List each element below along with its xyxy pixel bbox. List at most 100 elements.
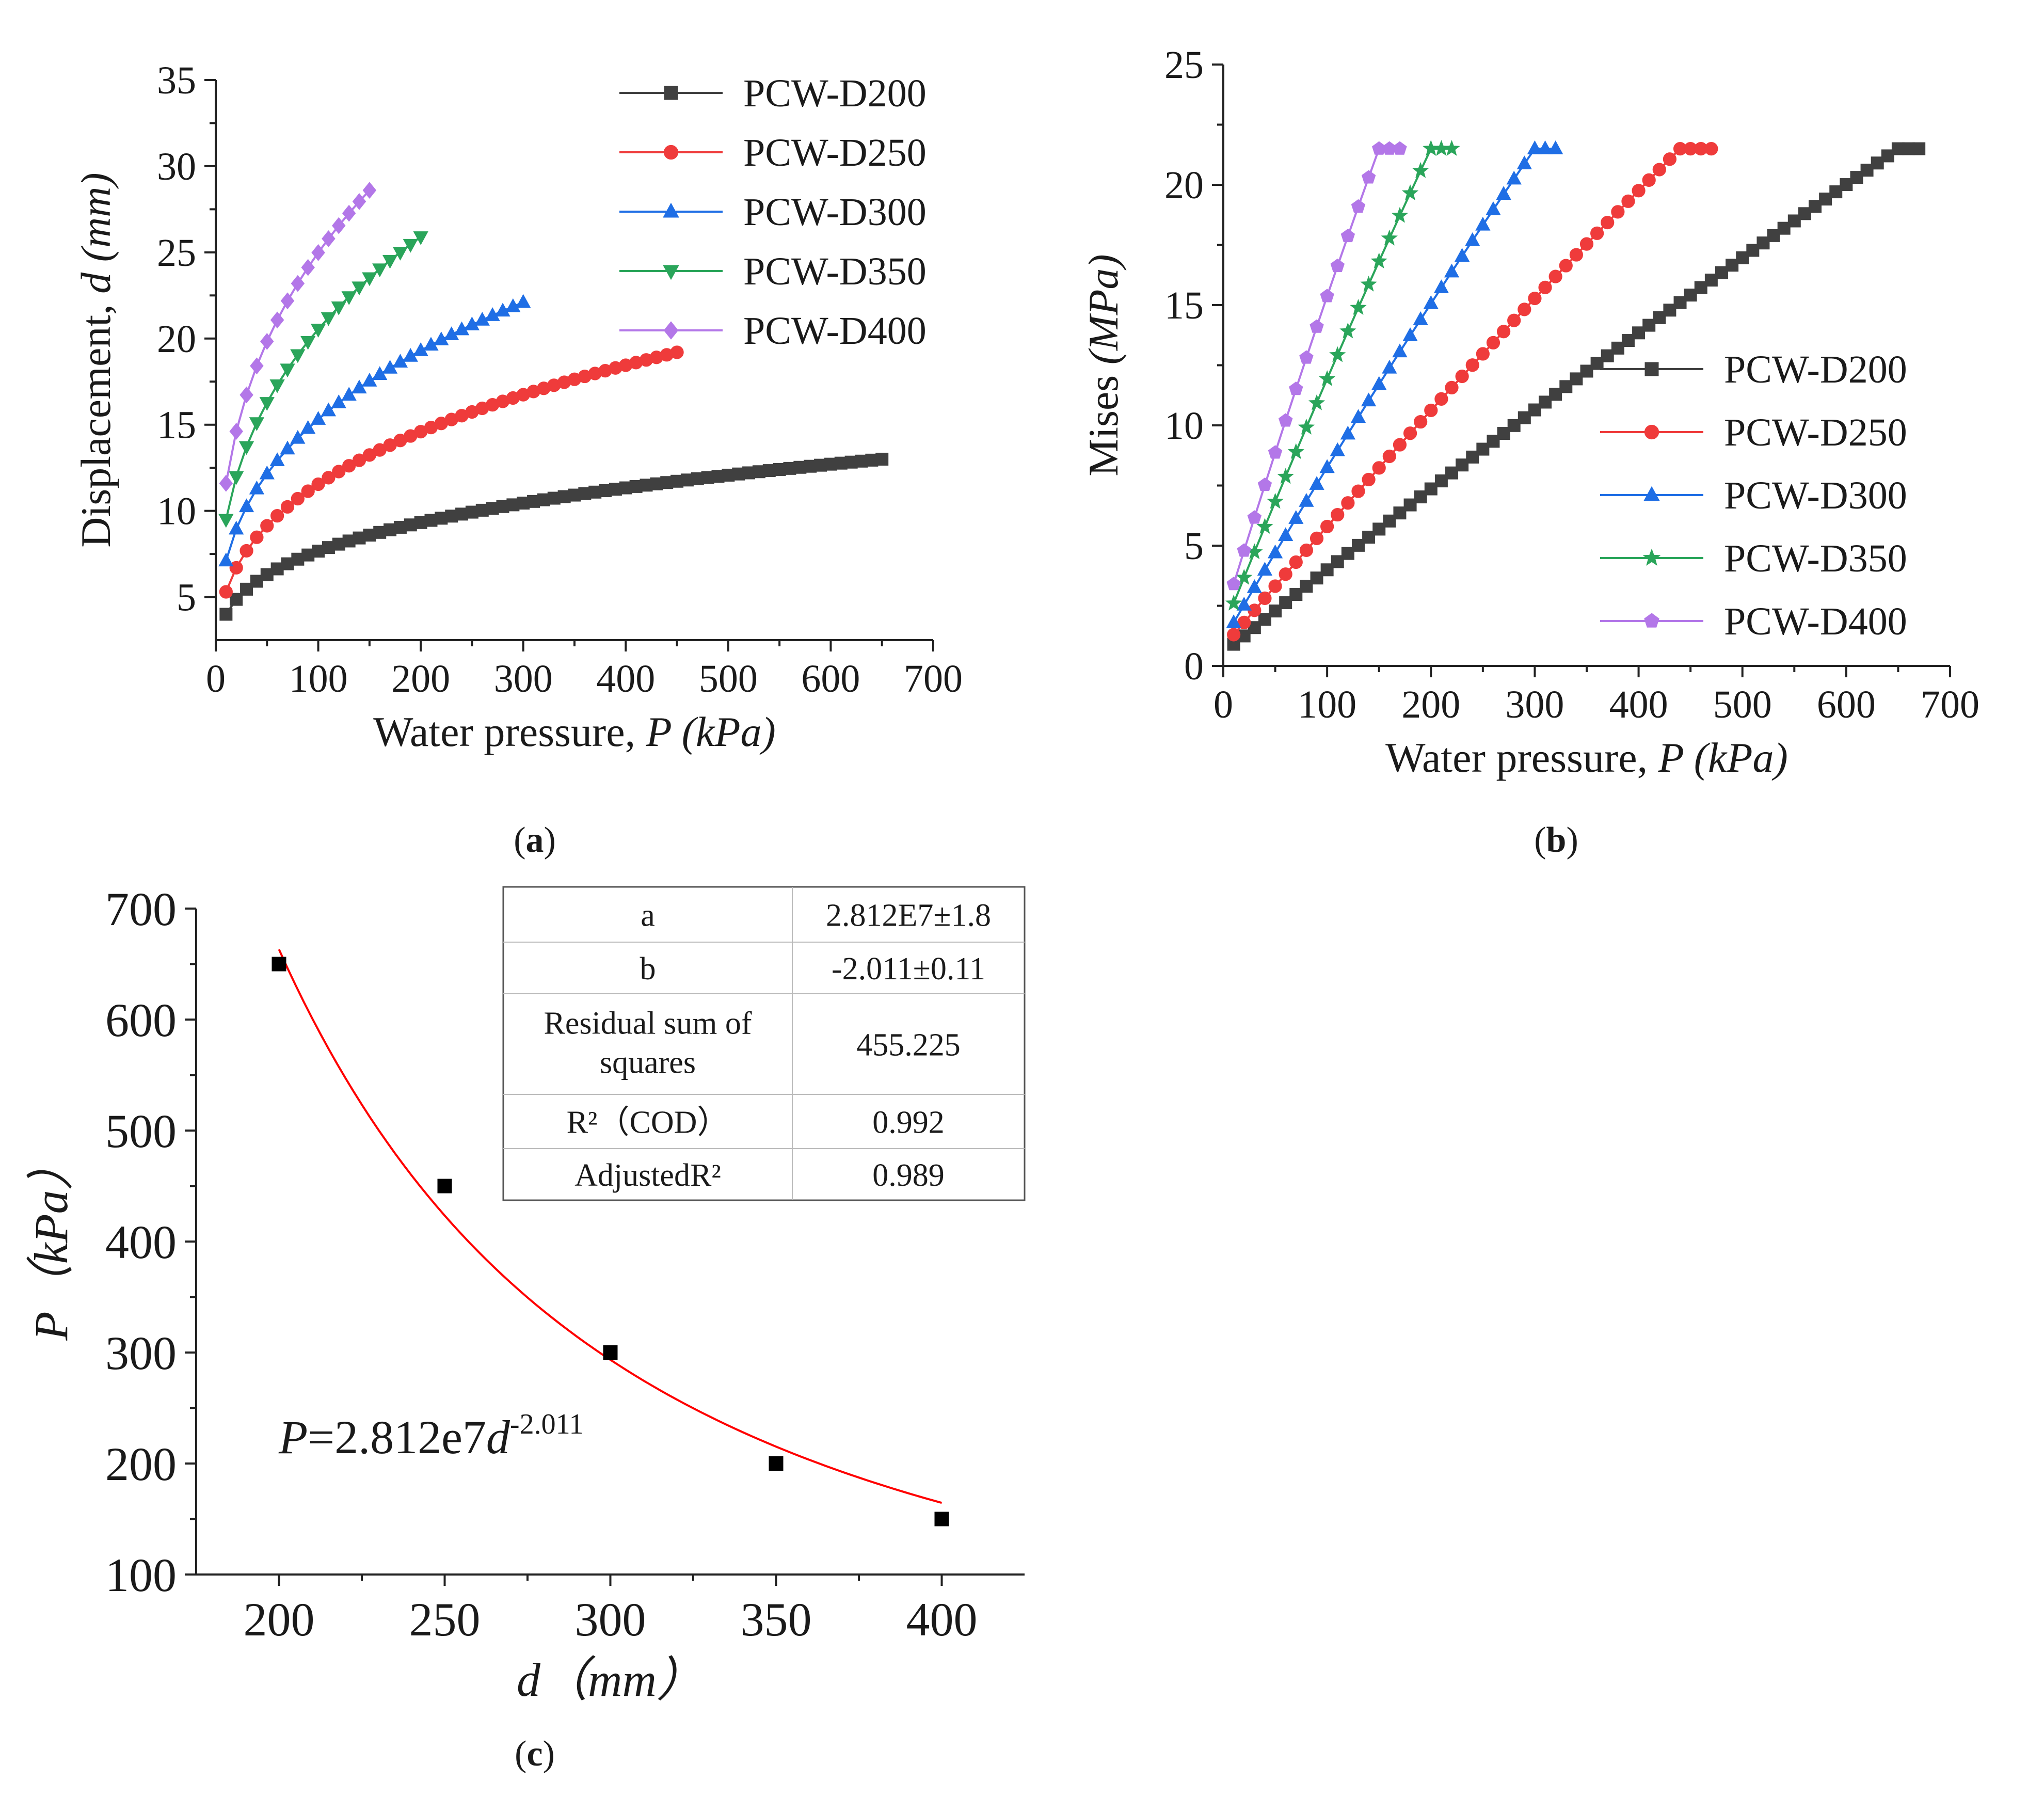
data-point bbox=[1351, 199, 1366, 213]
legend-label: PCW-D400 bbox=[1724, 600, 1907, 643]
data-point bbox=[1361, 392, 1377, 407]
x-tick-label: 200 bbox=[391, 657, 450, 701]
data-point bbox=[769, 1456, 784, 1471]
data-point bbox=[300, 336, 316, 350]
data-point bbox=[238, 441, 254, 455]
data-point bbox=[1227, 628, 1241, 642]
data-point bbox=[1247, 510, 1262, 524]
data-point bbox=[352, 379, 367, 394]
data-point bbox=[352, 193, 366, 210]
data-point bbox=[1393, 438, 1407, 452]
data-point bbox=[382, 255, 398, 269]
table-row: b -2.011±0.11 bbox=[640, 951, 986, 987]
data-point bbox=[249, 417, 265, 432]
x-tick-label: 700 bbox=[1921, 683, 1979, 726]
data-point bbox=[485, 307, 500, 321]
data-point bbox=[332, 217, 346, 234]
data-point bbox=[1360, 275, 1377, 292]
data-point bbox=[1362, 472, 1376, 487]
data-point bbox=[250, 530, 264, 544]
series-PCW-D250 bbox=[219, 345, 684, 599]
legend-marker bbox=[1643, 486, 1660, 501]
data-point bbox=[1412, 162, 1429, 178]
data-point bbox=[1372, 461, 1386, 475]
data-point bbox=[291, 275, 305, 292]
data-point bbox=[1507, 313, 1521, 327]
data-point bbox=[372, 263, 388, 278]
data-point bbox=[1527, 140, 1543, 154]
legend-marker bbox=[663, 145, 679, 160]
y-tick-label: 100 bbox=[105, 1549, 177, 1601]
data-point bbox=[362, 272, 377, 287]
data-point bbox=[1443, 140, 1460, 156]
data-point bbox=[1444, 263, 1460, 278]
data-point bbox=[1329, 346, 1346, 362]
y-tick-label: 15 bbox=[157, 404, 196, 447]
fit-statistics-table: a 2.812E7±1.8 b -2.011±0.11 Residual sum of s… bbox=[502, 886, 1026, 1201]
data-point bbox=[1548, 140, 1563, 154]
data-point bbox=[1310, 531, 1324, 545]
data-point bbox=[1309, 476, 1324, 490]
data-point bbox=[272, 957, 286, 972]
x-tick-label: 300 bbox=[494, 657, 553, 701]
data-point bbox=[1330, 442, 1345, 456]
table-row: Residual sum of squares 455.225 bbox=[544, 1006, 961, 1080]
y-tick-label: 700 bbox=[105, 883, 177, 935]
x-tick-label: 700 bbox=[904, 657, 963, 701]
data-point bbox=[1277, 468, 1294, 484]
data-point bbox=[1486, 201, 1501, 215]
data-point bbox=[218, 514, 234, 528]
table-border bbox=[502, 886, 1026, 1201]
legend-label: PCW-D300 bbox=[743, 190, 927, 234]
data-point bbox=[1433, 279, 1449, 293]
data-point bbox=[1288, 510, 1304, 524]
data-point bbox=[1236, 596, 1252, 611]
data-point bbox=[342, 204, 356, 222]
data-point bbox=[454, 321, 470, 336]
data-point bbox=[1225, 594, 1242, 611]
data-point bbox=[229, 561, 243, 575]
data-point bbox=[1258, 591, 1272, 605]
data-point bbox=[1414, 415, 1428, 429]
legend-label: PCW-D250 bbox=[743, 131, 927, 174]
data-point bbox=[1268, 445, 1283, 459]
data-point bbox=[1310, 319, 1324, 333]
data-point bbox=[1392, 343, 1408, 358]
x-tick-label: 100 bbox=[289, 657, 348, 701]
data-point bbox=[1632, 184, 1646, 198]
data-point bbox=[1350, 409, 1366, 423]
legend-label: PCW-D200 bbox=[743, 72, 927, 115]
data-point bbox=[229, 520, 244, 535]
data-point bbox=[1381, 229, 1398, 246]
data-point bbox=[1840, 178, 1853, 192]
y-tick-label: 5 bbox=[177, 576, 196, 619]
data-point bbox=[259, 397, 275, 411]
data-point bbox=[1538, 280, 1552, 294]
y-tick-label: 10 bbox=[1164, 404, 1204, 448]
data-point bbox=[332, 465, 346, 479]
chart-a: 0 100 200 300 400 500 600 700 5 10 15 20 25 30 35 Water… bbox=[72, 59, 963, 860]
data-point bbox=[1370, 252, 1387, 268]
data-point bbox=[219, 608, 233, 621]
data-point bbox=[1330, 258, 1345, 272]
y-tick-label: 400 bbox=[105, 1216, 177, 1268]
y-axis-title: P（kPa） bbox=[25, 1142, 77, 1341]
data-point bbox=[1350, 299, 1367, 315]
legend-label: PCW-D400 bbox=[743, 309, 927, 353]
table-label: b bbox=[640, 951, 656, 987]
fit-equation: P=2.812e7d-2.011 bbox=[278, 1408, 584, 1464]
series-PCW-D300 bbox=[1226, 140, 1563, 628]
data-point bbox=[1402, 327, 1418, 341]
table-value: 2.812E7±1.8 bbox=[826, 898, 991, 933]
data-point bbox=[1299, 543, 1314, 558]
y-tick-label: 15 bbox=[1164, 284, 1204, 327]
x-tick-label: 0 bbox=[206, 657, 226, 701]
panel-caption: (c) bbox=[515, 1734, 555, 1774]
x-tick-label: 400 bbox=[906, 1593, 978, 1646]
chart-b: 0 100 200 300 400 500 600 700 0 5 10 15 20 25 Water pr… bbox=[1080, 43, 1979, 860]
x-tick-label: 500 bbox=[1713, 683, 1772, 726]
y-tick-label: 20 bbox=[157, 317, 196, 361]
data-point bbox=[474, 312, 490, 326]
y-tick-label: 20 bbox=[1164, 164, 1204, 207]
data-point bbox=[1506, 170, 1522, 185]
